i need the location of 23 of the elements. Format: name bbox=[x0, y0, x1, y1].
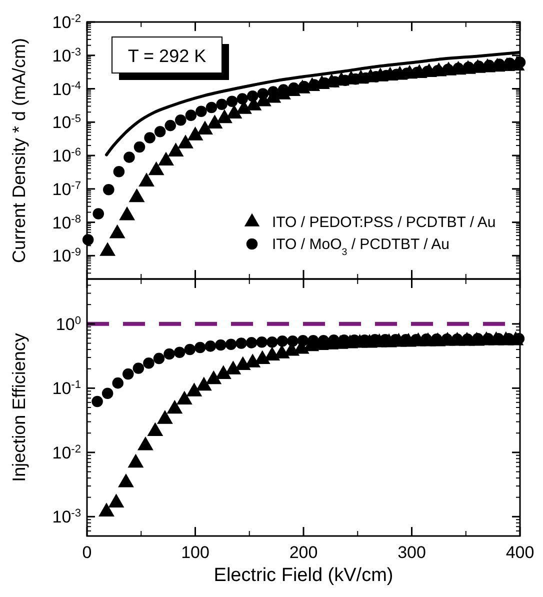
y-axis-title: Current Density * d (mA/cm) bbox=[9, 38, 29, 264]
y-tick-label: 10$^{0}$ bbox=[56, 314, 81, 334]
x-tick-label: 400 bbox=[506, 543, 534, 562]
y-tick-label: 10$^{-3}$ bbox=[52, 46, 81, 66]
y-tick-label: 10$^{-1}$ bbox=[52, 379, 81, 398]
x-tick-label: 0 bbox=[82, 543, 92, 562]
legend-label: ITO / PEDOT:PSS / PCDTBT / Au bbox=[272, 214, 496, 231]
y-tick-label: 10$^{-7}$ bbox=[52, 180, 81, 199]
x-tick-label: 100 bbox=[181, 543, 210, 562]
x-tick-label: 200 bbox=[289, 543, 318, 562]
legend-label: ITO / MoO$_{3}$ / PCDTBT / Au bbox=[272, 236, 450, 258]
annotation: T = 292 K bbox=[128, 46, 206, 66]
y-tick-label: 10$^{-3}$ bbox=[52, 508, 81, 527]
x-tick-label: 300 bbox=[398, 543, 426, 562]
y-tick-label: 10$^{-9}$ bbox=[52, 246, 81, 266]
y-tick-label: 10$^{-2}$ bbox=[52, 13, 81, 32]
x-axis-title: Electric Field (kV/cm) bbox=[214, 565, 394, 586]
y-tick-label: 10$^{-6}$ bbox=[52, 146, 81, 166]
y-axis-title: Injection Efficiency bbox=[9, 333, 29, 482]
y-tick-label: 10$^{-4}$ bbox=[52, 80, 81, 99]
y-tick-label: 10$^{-5}$ bbox=[52, 113, 81, 132]
y-tick-label: 10$^{-8}$ bbox=[52, 213, 81, 232]
y-tick-label: 10$^{-2}$ bbox=[52, 443, 81, 462]
